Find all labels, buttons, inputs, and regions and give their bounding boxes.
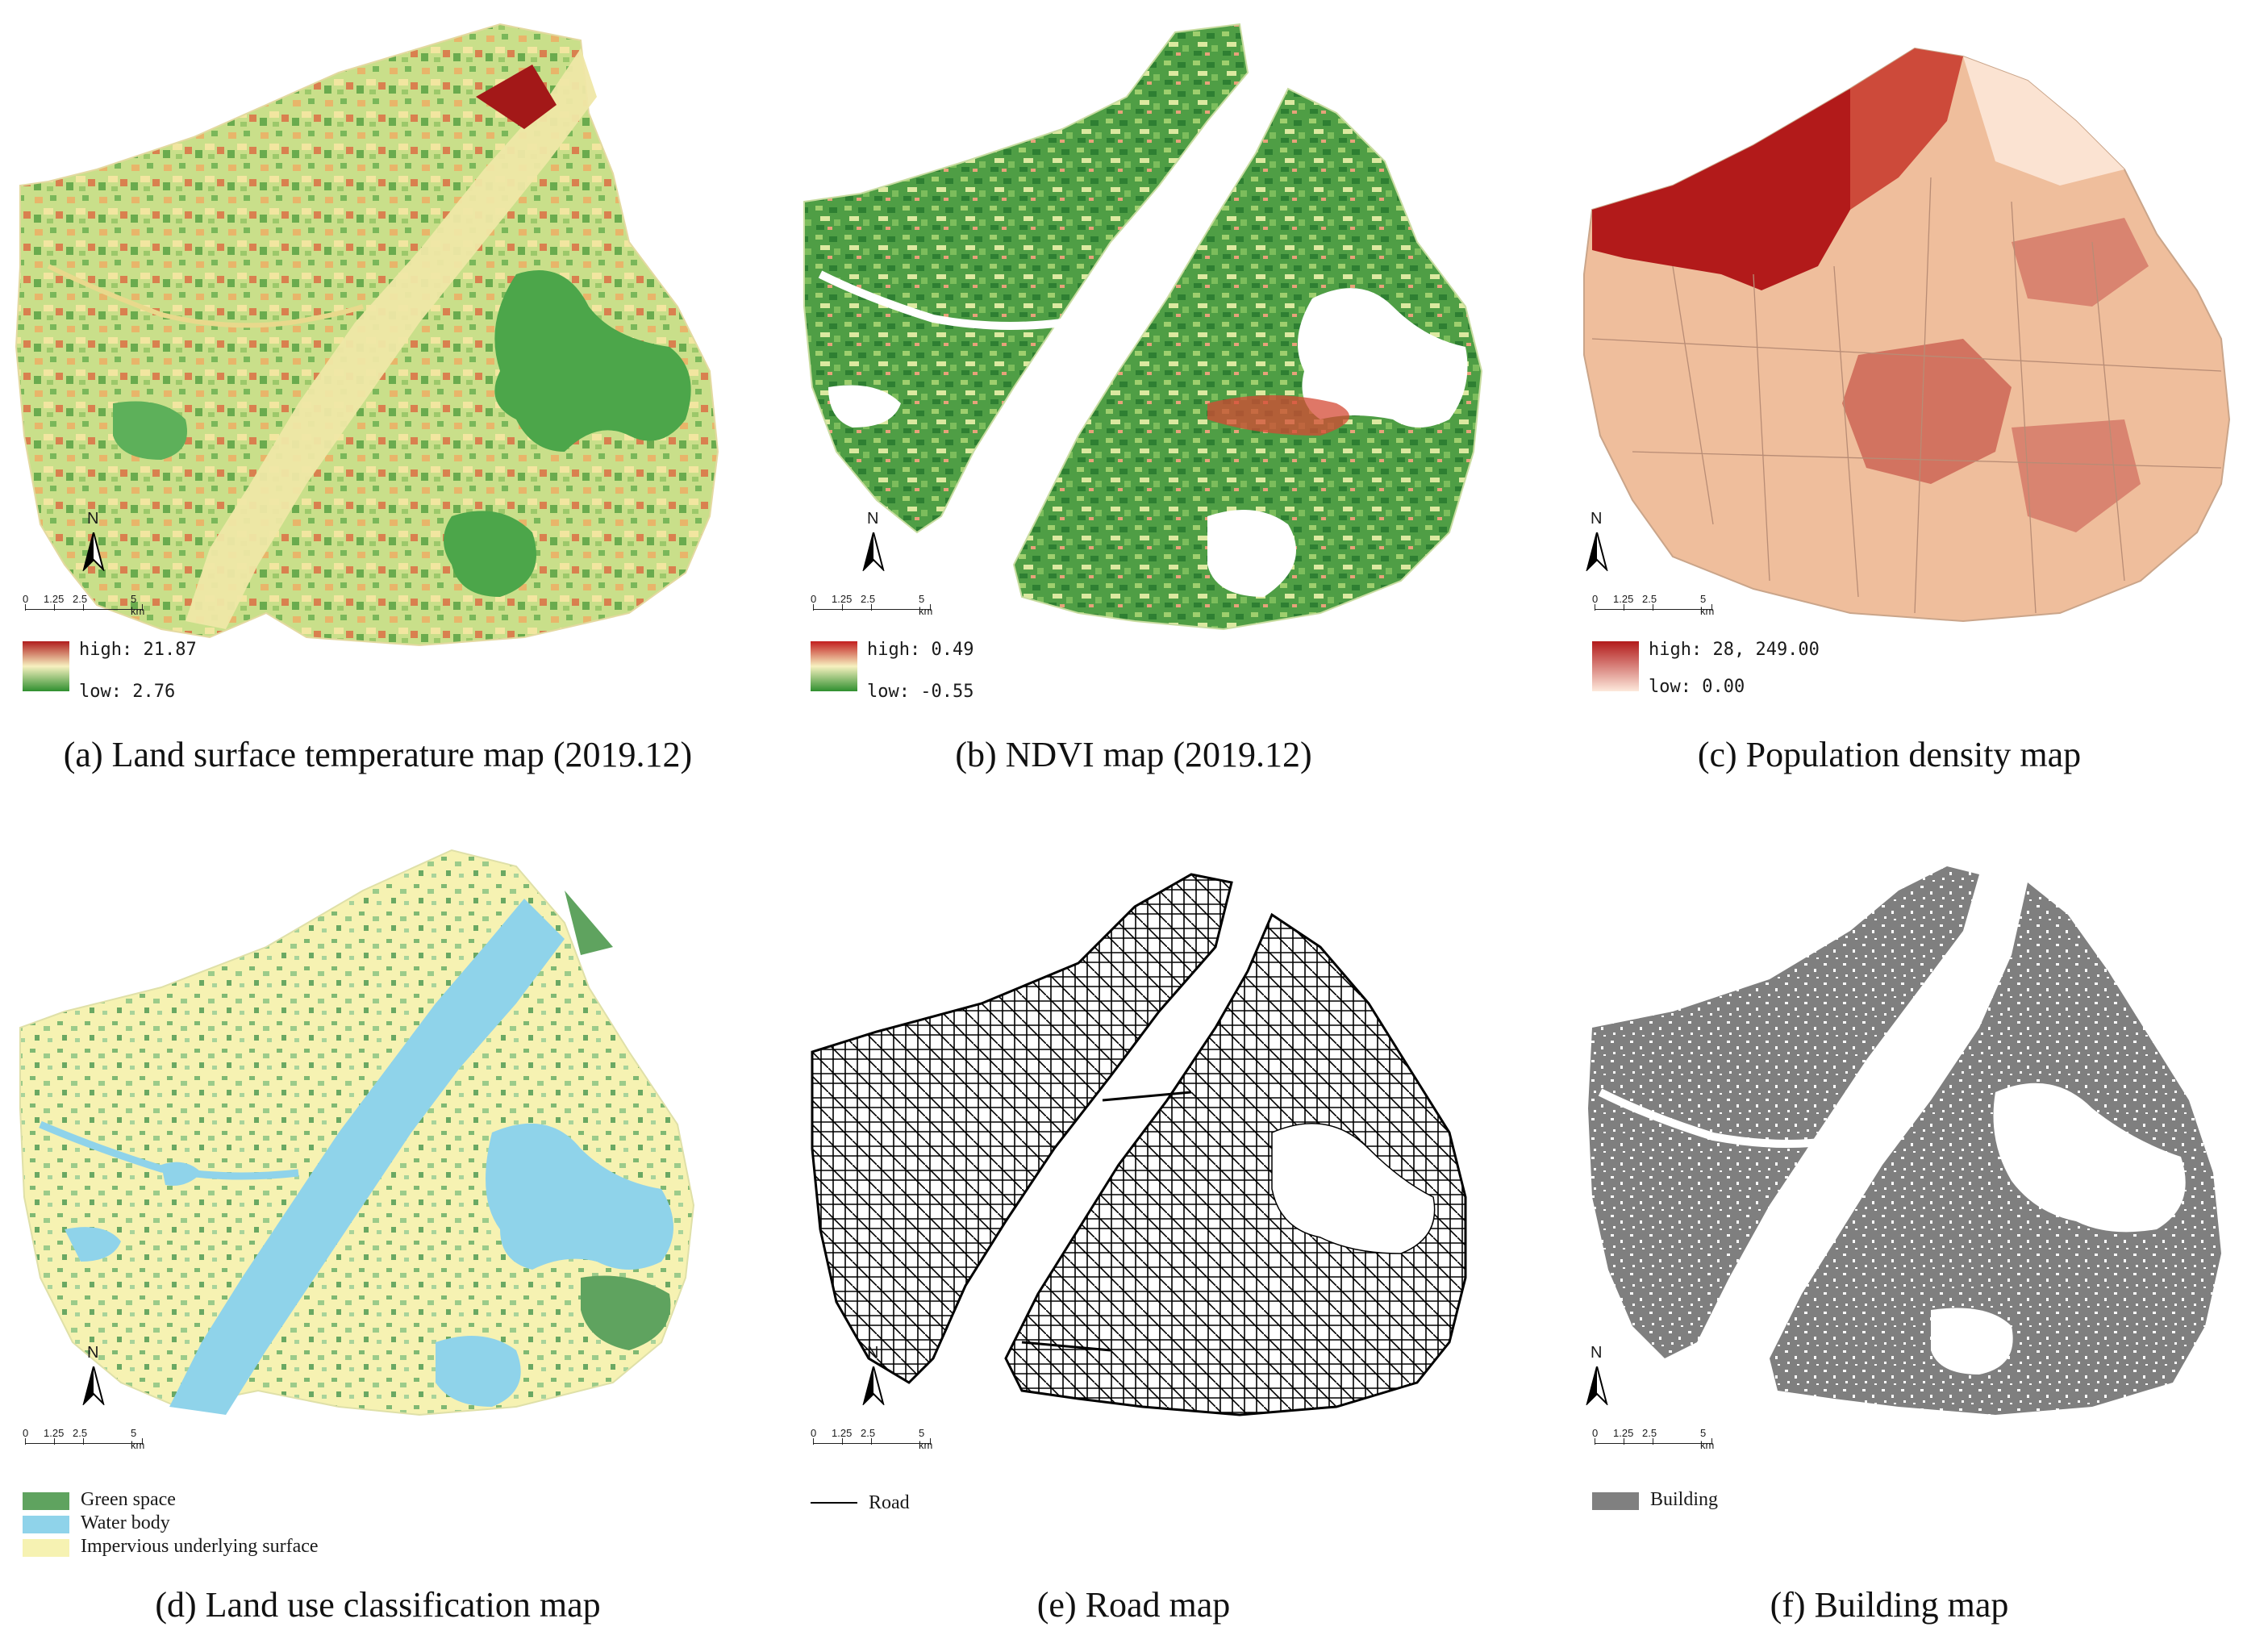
- north-arrow-icon: N: [1584, 1344, 1610, 1409]
- caption-b: (b) NDVI map (2019.12): [955, 735, 1312, 774]
- landuse-yangtze: [169, 899, 565, 1415]
- lst-west-lake: [113, 401, 187, 460]
- caption-f: (f) Building map: [1770, 1585, 2009, 1625]
- panel-building: N 0 1.25 2.5 5 km Building (f) Building …: [1511, 826, 2267, 1652]
- road-east-lake-void: [1271, 1123, 1436, 1254]
- green-space-swatch: [23, 1492, 69, 1510]
- panel-ndvi: N 0 1.25 2.5 5 km high: 0.49 low: -0.55 …: [756, 0, 1511, 826]
- landuse-legend: Green space Water body Impervious underl…: [23, 1489, 410, 1559]
- road-line-swatch: [811, 1502, 857, 1504]
- ndvi-east-bank: [1012, 87, 1483, 631]
- landuse-green-east: [565, 891, 671, 1350]
- water-body-swatch: [23, 1516, 69, 1533]
- pop-mid-zone-3: [2012, 218, 2149, 307]
- ndvi-west-bank: [803, 23, 1249, 534]
- ndvi-water-han: [818, 270, 1063, 330]
- ndvi-legend: high: 0.49 low: -0.55: [811, 640, 1053, 706]
- pop-gradient-swatch: [1592, 641, 1639, 691]
- lst-legend-high: high: 21.87: [79, 640, 197, 660]
- ndvi-south-lake-white: [1207, 510, 1296, 597]
- pop-mid-zone-1: [1850, 48, 1963, 210]
- lst-scalebar: 0 1.25 2.5 5 km: [23, 593, 145, 617]
- pop-low-zone: [1963, 56, 2124, 186]
- road-legend: Road: [811, 1492, 1053, 1516]
- caption-c: (c) Population density map: [1697, 735, 2082, 774]
- ndvi-urban-red: [1207, 395, 1349, 436]
- road-east-bank: [1004, 912, 1467, 1416]
- north-arrow-icon: N: [1584, 510, 1610, 575]
- pop-mid-zone-2: [1842, 339, 2012, 484]
- building-west-bank: [1588, 866, 1979, 1358]
- landuse-west-lakes: [65, 1162, 202, 1262]
- lst-han-river: [47, 264, 364, 328]
- pop-legend: high: 28, 249.00 low: 0.00: [1592, 640, 1866, 706]
- landuse-han: [39, 1120, 299, 1180]
- ndvi-map: [803, 23, 1483, 631]
- ndvi-east-lake-white: [1298, 288, 1468, 428]
- ndvi-legend-low: low: -0.55: [867, 682, 974, 702]
- building-east-bank: [1770, 882, 2221, 1415]
- lst-hot-spot: [476, 65, 557, 129]
- pop-scalebar: 0 1.25 2.5 5 km: [1592, 593, 1715, 617]
- north-arrow-icon: N: [81, 510, 106, 575]
- lst-river: [186, 48, 597, 629]
- caption-d: (d) Land use classification map: [155, 1585, 601, 1625]
- ndvi-west-lake-white: [828, 385, 901, 428]
- lst-legend-low: low: 2.76: [79, 682, 176, 702]
- road-map: [811, 873, 1467, 1416]
- legend-item-building: Building: [1592, 1489, 1834, 1512]
- building-scalebar: 0 1.25 2.5 5 km: [1592, 1427, 1715, 1451]
- population-map: [1583, 47, 2231, 623]
- landuse-map: [19, 849, 695, 1416]
- ndvi-gradient-swatch: [811, 641, 857, 691]
- pop-legend-high: high: 28, 249.00: [1649, 640, 1820, 660]
- north-arrow-icon: N: [861, 1344, 886, 1409]
- building-swatch: [1592, 1492, 1639, 1510]
- lst-east-lake: [494, 270, 691, 452]
- building-south-lake-void: [1931, 1308, 2013, 1375]
- pop-mid-zone-4: [2012, 419, 2141, 532]
- building-han-void: [1598, 1088, 1835, 1148]
- ndvi-scalebar: 0 1.25 2.5 5 km: [811, 593, 933, 617]
- panel-landuse: N 0 1.25 2.5 5 km Green space Water body…: [0, 826, 756, 1652]
- building-map: [1588, 866, 2221, 1415]
- lst-map: [15, 23, 719, 647]
- impervious-swatch: [23, 1539, 69, 1557]
- legend-item-impervious: Impervious underlying surface: [23, 1536, 410, 1559]
- building-legend: Building: [1592, 1489, 1834, 1512]
- legend-item-green-space: Green space: [23, 1489, 410, 1512]
- north-arrow-icon: N: [861, 510, 886, 575]
- landuse-scalebar: 0 1.25 2.5 5 km: [23, 1427, 145, 1451]
- north-arrow-icon: N: [81, 1344, 106, 1409]
- ndvi-legend-high: high: 0.49: [867, 640, 974, 660]
- panel-lst: N 0 1.25 2.5 5 km high: 21.87 low: 2.76 …: [0, 0, 756, 826]
- caption-a: (a) Land surface temperature map (2019.1…: [63, 735, 693, 774]
- lst-south-lake: [444, 511, 536, 597]
- landuse-east-lake: [486, 1123, 673, 1270]
- pop-legend-low: low: 0.00: [1649, 677, 1745, 697]
- pop-district-lines: [1591, 177, 2222, 614]
- panel-population: N 0 1.25 2.5 5 km high: 28, 249.00 low: …: [1511, 0, 2267, 826]
- road-west-bank: [811, 873, 1233, 1384]
- legend-item-water-body: Water body: [23, 1512, 410, 1536]
- caption-e: (e) Road map: [1036, 1585, 1231, 1625]
- legend-item-road: Road: [811, 1492, 1053, 1516]
- road-bridges: [1021, 1091, 1192, 1352]
- lst-legend: high: 21.87 low: 2.76: [23, 640, 265, 706]
- pop-high-core: [1592, 73, 1899, 290]
- panel-road: N 0 1.25 2.5 5 km Road (e) Road map: [756, 826, 1511, 1652]
- landuse-south-lake: [436, 1336, 521, 1407]
- lst-gradient-swatch: [23, 641, 69, 691]
- building-east-lake-void: [1993, 1083, 2186, 1233]
- road-scalebar: 0 1.25 2.5 5 km: [811, 1427, 933, 1451]
